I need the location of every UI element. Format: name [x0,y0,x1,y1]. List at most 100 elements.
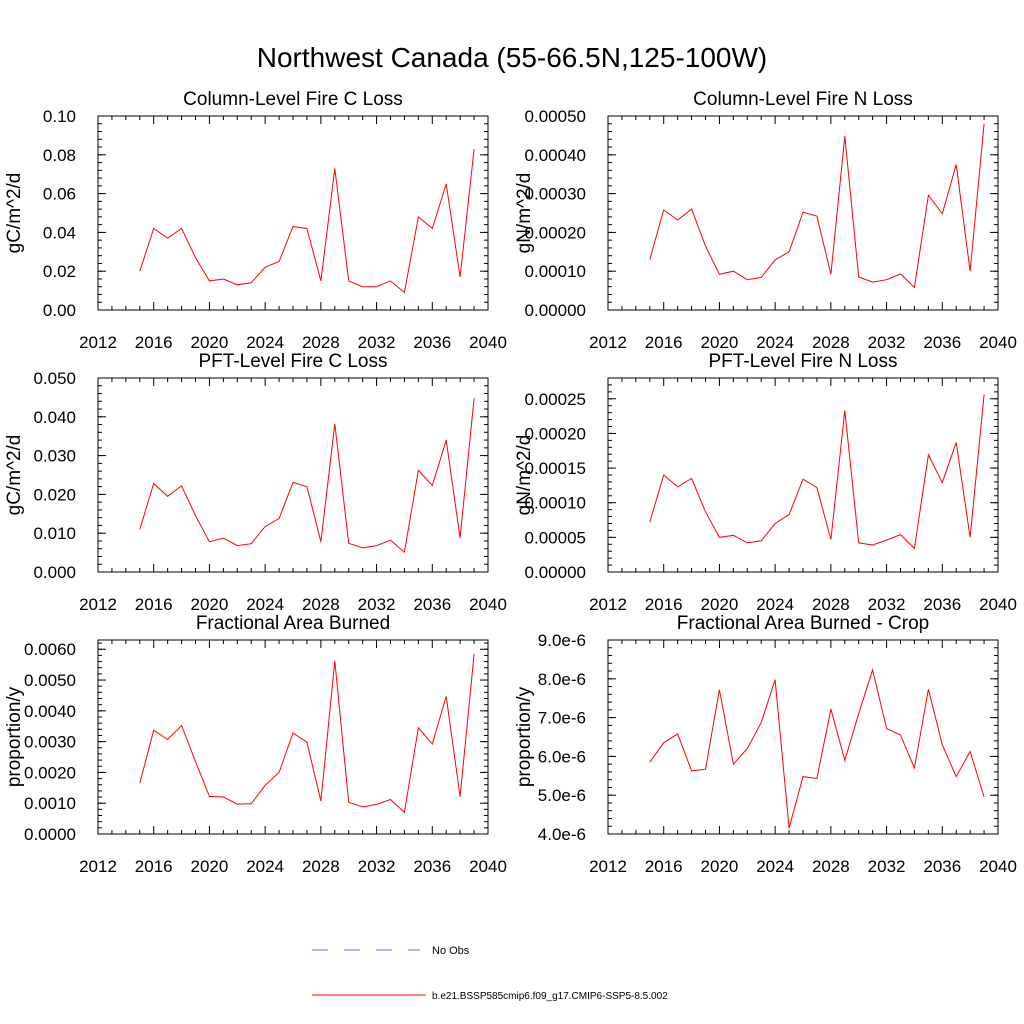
y-tick-label: 0.020 [33,485,76,504]
plot-frame [97,115,489,311]
chart-panel: Column-Level Fire C Loss 2012 2016 2020 2024… [4,89,507,352]
x-tick-label: 2032 [358,595,396,614]
x-tick-label: 2024 [756,857,794,876]
y-tick-label: 0.06 [43,185,76,204]
x-tick-label: 2016 [645,595,683,614]
y-tick-label: 0.0050 [24,671,76,690]
x-tick-label: 2020 [191,595,229,614]
x-tick-label: 2028 [812,857,850,876]
y-tick-label: 0.0000 [24,825,76,844]
chart-panel: Column-Level Fire N Loss 2012 2016 2020 2024… [514,89,1017,352]
x-tick-label: 2032 [358,333,396,352]
plot-frame [607,639,999,835]
series-line [139,653,475,814]
x-tick-label: 2016 [135,857,173,876]
y-tick-label: 0.00040 [525,146,586,165]
y-tick-label: 0.00020 [525,223,586,242]
x-tick-label: 2036 [413,595,451,614]
x-tick-label: 2028 [812,595,850,614]
x-tick-label: 2024 [246,595,284,614]
y-tick-label: 0.00020 [525,424,586,443]
x-tick-label: 2028 [302,333,340,352]
y-tick-label: 0.050 [33,369,76,388]
y-tick-label: 0.030 [33,447,76,466]
y-tick-label: 0.00010 [525,262,586,281]
x-tick-label: 2032 [358,857,396,876]
y-tick-label: 9.0e-6 [538,631,586,650]
x-tick-label: 2024 [756,333,794,352]
chart-panel: Fractional Area Burned - Crop 2012 2016 202… [514,613,1017,876]
y-tick-label: 0.00000 [525,301,586,320]
y-tick-label: 0.0020 [24,763,76,782]
x-tick-label: 2020 [701,857,739,876]
chart-panel: Fractional Area Burned 2012 2016 2020 2024 20… [4,613,507,876]
x-tick-label: 2024 [246,857,284,876]
y-tick-label: 0.08 [43,146,76,165]
series-line [649,394,985,550]
series-line [139,148,475,294]
x-tick-label: 2024 [756,595,794,614]
x-tick-label: 2032 [868,595,906,614]
y-tick-label: 0.0010 [24,794,76,813]
y-tick-label: 6.0e-6 [538,747,586,766]
plot-frame [97,377,489,573]
y-tick-label: 0.000 [33,563,76,582]
panel-title: PFT-Level Fire C Loss [199,351,388,372]
x-tick-label: 2012 [589,857,627,876]
x-tick-label: 2028 [812,333,850,352]
y-tick-label: 0.040 [33,408,76,427]
x-tick-label: 2020 [191,333,229,352]
y-tick-label: 7.0e-6 [538,709,586,728]
x-tick-label: 2040 [979,857,1017,876]
y-axis-label: proportion/y [514,686,535,787]
y-axis-label: gC/m^2/d [4,435,25,516]
x-tick-label: 2020 [191,857,229,876]
y-tick-label: 0.00 [43,301,76,320]
plot-frame [97,639,489,835]
y-tick-label: 5.0e-6 [538,786,586,805]
x-tick-label: 2028 [302,857,340,876]
x-tick-label: 2028 [302,595,340,614]
x-tick-label: 2040 [979,333,1017,352]
legend-series-label: b.e21.BSSP585cmip6.f09_g17.CMIP6-SSP5-8.… [432,991,668,1002]
y-tick-label: 0.04 [43,223,76,242]
plot-frame [607,377,999,573]
chart-panel: PFT-Level Fire N Loss 2012 2016 2020 2024 202… [514,351,1017,614]
x-tick-label: 2040 [979,595,1017,614]
legend: No Obs b.e21.BSSP585cmip6.f09_g17.CMIP6-… [312,945,668,1002]
panel-title: Column-Level Fire N Loss [693,89,913,110]
series-line [649,668,985,829]
y-tick-label: 0.00030 [525,185,586,204]
chart-panel: PFT-Level Fire C Loss 2012 2016 2020 2024 202… [4,351,507,614]
y-tick-label: 0.0040 [24,702,76,721]
y-tick-label: 0.00010 [525,494,586,513]
y-tick-label: 0.010 [33,524,76,543]
x-tick-label: 2032 [868,333,906,352]
x-tick-label: 2012 [589,595,627,614]
y-tick-label: 4.0e-6 [538,825,586,844]
y-axis-label: gN/m^2/d [514,173,535,254]
x-tick-label: 2040 [469,857,507,876]
x-tick-label: 2016 [645,333,683,352]
x-tick-label: 2032 [868,857,906,876]
y-tick-label: 0.0030 [24,733,76,752]
panel-title: Fractional Area Burned - Crop [677,613,929,634]
x-tick-label: 2036 [923,857,961,876]
x-tick-label: 2012 [79,595,117,614]
legend-no-obs-label: No Obs [432,945,470,957]
figure-title: Northwest Canada (55-66.5N,125-100W) [257,42,767,73]
panel-title: PFT-Level Fire N Loss [709,351,898,372]
x-tick-label: 2012 [79,857,117,876]
x-tick-label: 2036 [923,595,961,614]
x-tick-label: 2016 [135,595,173,614]
x-tick-label: 2040 [469,595,507,614]
panel-title: Fractional Area Burned [196,613,390,634]
x-tick-label: 2040 [469,333,507,352]
y-tick-label: 0.02 [43,262,76,281]
series-line [139,398,475,554]
x-tick-label: 2012 [589,333,627,352]
y-tick-label: 0.10 [43,107,76,126]
x-tick-label: 2020 [701,595,739,614]
panel-title: Column-Level Fire C Loss [183,89,403,110]
